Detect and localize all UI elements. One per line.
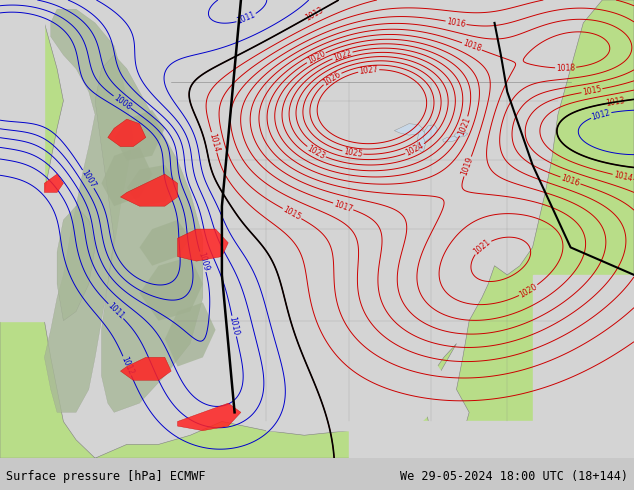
Polygon shape bbox=[417, 129, 426, 152]
Polygon shape bbox=[178, 229, 228, 261]
Text: 1013: 1013 bbox=[605, 96, 625, 108]
Polygon shape bbox=[101, 147, 152, 206]
Polygon shape bbox=[349, 421, 634, 458]
Polygon shape bbox=[44, 174, 63, 193]
Text: 1015: 1015 bbox=[581, 84, 602, 97]
Polygon shape bbox=[120, 357, 171, 380]
Polygon shape bbox=[394, 123, 424, 135]
Text: 1010: 1010 bbox=[228, 316, 240, 337]
Text: 1020: 1020 bbox=[518, 282, 539, 299]
Text: 1016: 1016 bbox=[560, 173, 581, 188]
Polygon shape bbox=[533, 275, 634, 458]
Polygon shape bbox=[0, 0, 634, 458]
Text: 1022: 1022 bbox=[332, 48, 353, 62]
Text: 1013: 1013 bbox=[304, 5, 325, 23]
Polygon shape bbox=[114, 110, 165, 160]
Polygon shape bbox=[0, 0, 634, 458]
Polygon shape bbox=[95, 55, 203, 413]
Polygon shape bbox=[127, 165, 178, 206]
Text: 1020: 1020 bbox=[306, 49, 327, 66]
Text: 1015: 1015 bbox=[281, 205, 302, 222]
Polygon shape bbox=[44, 9, 133, 413]
Polygon shape bbox=[120, 174, 178, 206]
Text: Surface pressure [hPa] ECMWF: Surface pressure [hPa] ECMWF bbox=[6, 470, 206, 483]
Text: 1011: 1011 bbox=[106, 301, 126, 321]
Text: 1021: 1021 bbox=[456, 116, 472, 137]
Text: 1016: 1016 bbox=[446, 17, 466, 29]
Text: 1009: 1009 bbox=[196, 251, 210, 272]
Polygon shape bbox=[108, 119, 146, 147]
Text: 1025: 1025 bbox=[342, 147, 363, 159]
Text: 1021: 1021 bbox=[472, 237, 493, 256]
Text: 1017: 1017 bbox=[333, 199, 354, 214]
Polygon shape bbox=[443, 137, 458, 142]
Text: 1023: 1023 bbox=[306, 144, 327, 161]
Text: 1019: 1019 bbox=[460, 156, 475, 177]
Polygon shape bbox=[178, 403, 241, 431]
Text: 1024: 1024 bbox=[404, 141, 425, 158]
Text: 1018: 1018 bbox=[556, 63, 576, 73]
Text: 1008: 1008 bbox=[112, 93, 133, 111]
Text: 1014: 1014 bbox=[612, 170, 633, 183]
Text: 1012: 1012 bbox=[591, 108, 611, 122]
Polygon shape bbox=[139, 257, 203, 321]
Text: 1007: 1007 bbox=[79, 169, 97, 190]
Polygon shape bbox=[57, 206, 95, 321]
Text: 1011: 1011 bbox=[236, 10, 257, 26]
Polygon shape bbox=[0, 0, 44, 321]
Text: 1027: 1027 bbox=[359, 65, 378, 76]
Polygon shape bbox=[165, 302, 216, 367]
Text: 1026: 1026 bbox=[321, 70, 342, 87]
Text: We 29-05-2024 18:00 UTC (18+144): We 29-05-2024 18:00 UTC (18+144) bbox=[399, 470, 628, 483]
Text: 1014: 1014 bbox=[207, 132, 221, 153]
Text: 1018: 1018 bbox=[462, 39, 482, 54]
Polygon shape bbox=[139, 220, 190, 266]
Polygon shape bbox=[454, 132, 468, 138]
Text: 1012: 1012 bbox=[119, 355, 135, 376]
Polygon shape bbox=[424, 124, 437, 142]
Polygon shape bbox=[266, 357, 444, 431]
